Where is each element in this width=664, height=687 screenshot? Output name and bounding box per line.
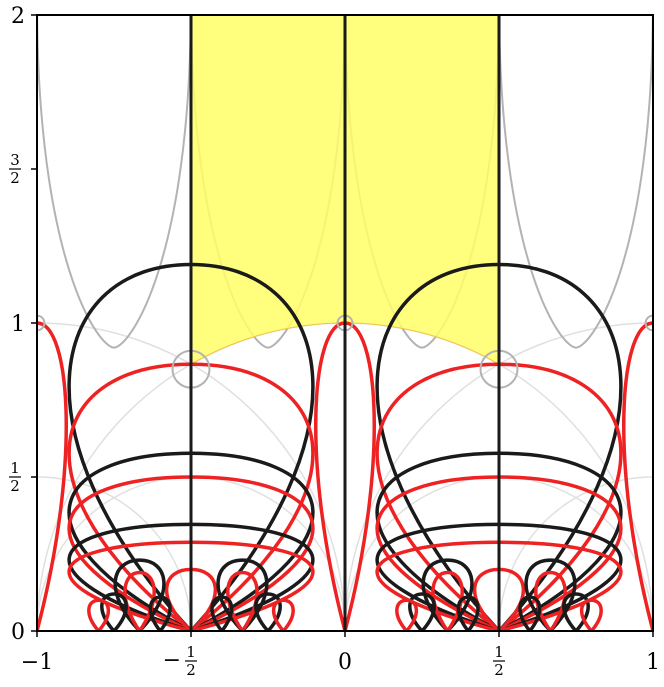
x-tick-label-1-denominator: 2 [186, 661, 196, 679]
curve-red-32 [87, 598, 111, 631]
x-tick-label-1: −12 [163, 643, 197, 679]
curve-red-30 [579, 598, 603, 631]
y-tick-label-0: 0 [11, 620, 25, 645]
curve-red-1 [622, 321, 653, 631]
y-tick-label-4: 2 [11, 4, 25, 29]
y-tick-label-3: 32 [9, 151, 21, 187]
gray-asymptote-curve-0 [37, 15, 192, 349]
curves [37, 15, 653, 631]
curve-black-26 [562, 592, 590, 631]
curve-black-25 [408, 592, 436, 631]
gray-asymptote-curve-3 [498, 15, 653, 349]
light-gray-arc-5 [37, 476, 192, 631]
curve-black-33 [456, 595, 480, 631]
curve-black-36 [148, 595, 172, 631]
curve-black-27 [254, 592, 282, 631]
curve-red-29 [395, 598, 419, 631]
x-tick-label-4: 1 [646, 650, 660, 675]
x-tick-label-0: −1 [21, 650, 53, 675]
x-tick-label-1-numerator: 1 [186, 643, 196, 661]
x-tick-label-3: 12 [493, 643, 505, 679]
y-tick-label-1: 12 [9, 459, 21, 495]
curve-red-2 [37, 321, 68, 631]
curve-black-28 [100, 592, 128, 631]
curve-red-31 [271, 598, 295, 631]
y-tick-label-1-denominator: 2 [10, 477, 20, 495]
y-tick-label-3-numerator: 3 [10, 151, 20, 169]
light-gray-arc-6 [498, 476, 653, 631]
curve-black-34 [518, 595, 542, 631]
y-tick-label-2: 1 [11, 312, 25, 337]
x-tick-label-1-sign: − [163, 648, 181, 673]
x-tick-label-3-numerator: 1 [494, 643, 504, 661]
curve-black-35 [210, 595, 234, 631]
x-tick-label-3-denominator: 2 [494, 661, 504, 679]
y-tick-label-1-numerator: 1 [10, 459, 20, 477]
gray-loop-41 [37, 314, 46, 332]
y-tick-label-3-denominator: 2 [10, 169, 20, 187]
x-tick-label-2: 0 [338, 650, 352, 675]
